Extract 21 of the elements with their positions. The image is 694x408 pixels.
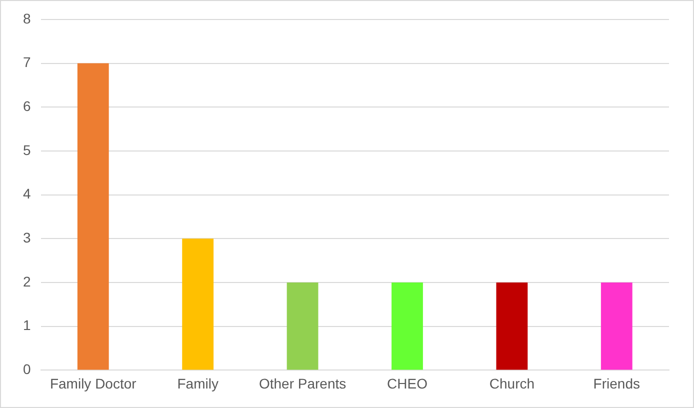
y-tick-label: 4 [22,186,31,202]
y-tick-label: 5 [22,142,31,158]
x-tick-label: Church [489,375,535,392]
x-tick-label: CHEO [387,375,428,392]
bar [600,282,632,370]
y-tick-label: 3 [22,230,31,246]
bar [286,282,318,370]
x-tick-label: Other Parents [258,375,346,392]
x-tick-label: Family Doctor [50,375,137,392]
bar [496,282,528,370]
y-tick-label: 7 [22,54,31,70]
x-tick-label: Family [177,375,218,392]
x-tick-label: Friends [593,375,640,392]
y-tick-label: 1 [22,317,31,334]
bar [182,238,214,370]
y-tick-label: 6 [22,98,31,114]
bar [392,282,423,370]
y-tick-label: 8 [22,10,31,26]
bar [77,63,109,370]
y-tick-label: 0 [22,361,31,378]
y-tick-label: 2 [22,273,31,290]
